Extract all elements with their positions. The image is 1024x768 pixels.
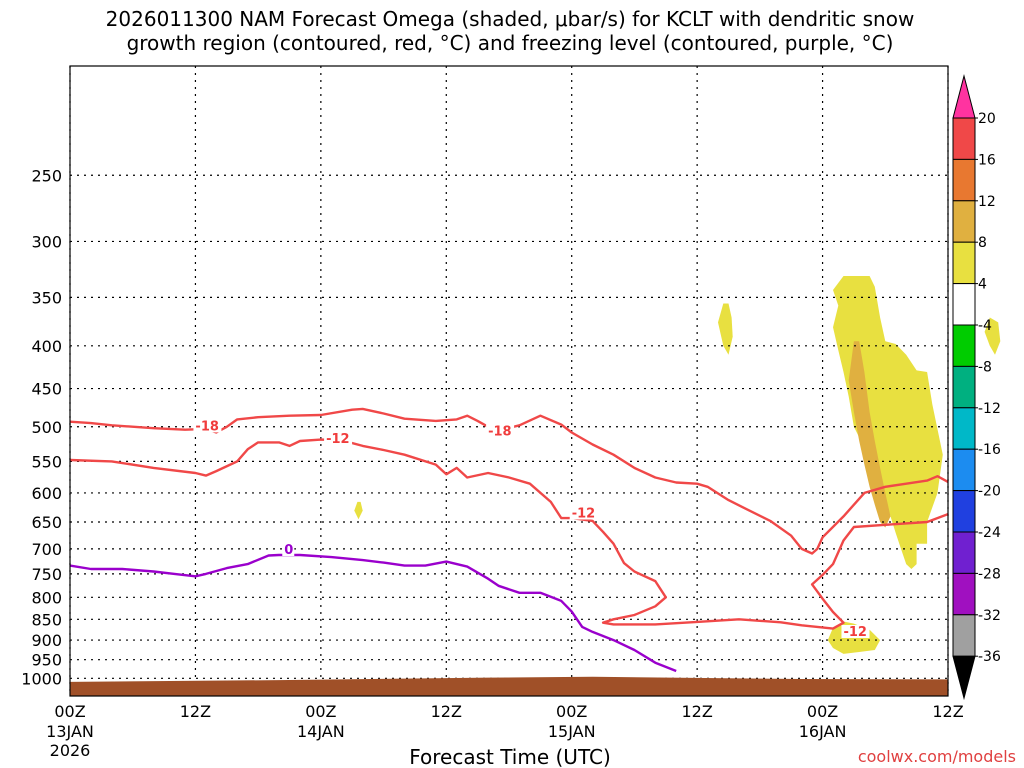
- colorbar-box: [952, 283, 976, 326]
- chart-title-line1: 2026011300 NAM Forecast Omega (shaded, μ…: [106, 7, 915, 31]
- colorbar-box: [952, 117, 976, 160]
- y-tick-label: 900: [31, 631, 62, 650]
- colorbar-label: 20: [978, 111, 996, 127]
- terrain: [70, 676, 948, 696]
- y-tick-label: 800: [31, 588, 62, 607]
- omega-shade-3: [984, 317, 1001, 355]
- plot-area: -18 -18 -12 -12 -12 0 250 300 350 400 450 500 550 600…: [21, 65, 1001, 760]
- y-tick-label: 300: [31, 232, 62, 251]
- x-tick-year: 2026: [50, 741, 91, 760]
- colorbar-label: -32: [978, 608, 1001, 624]
- colorbar-label: -20: [978, 484, 1001, 500]
- colorbar-box: [952, 324, 976, 367]
- contour-label-0: 0: [284, 543, 293, 558]
- contour-label--18: -18: [195, 419, 219, 434]
- contour--12: [69, 438, 949, 630]
- omega-shade-1: [848, 341, 891, 528]
- y-tick-label: 850: [31, 610, 62, 629]
- colorbar-box: [952, 200, 976, 243]
- colorbar-box: [952, 365, 976, 409]
- colorbar-top-arrow: [952, 74, 976, 119]
- x-tick-label: 00Z: [807, 702, 838, 721]
- contour-label--18: -18: [488, 424, 512, 439]
- colorbar-bottom-arrow: [952, 655, 976, 701]
- y-tick-label: 550: [31, 452, 62, 471]
- colorbar-box: [952, 241, 976, 285]
- x-tick-label: 00Z: [54, 702, 85, 721]
- contour-0: [69, 553, 677, 673]
- omega-shade-4: [354, 501, 363, 520]
- x-tick-label: 12Z: [681, 702, 712, 721]
- y-tick-label: 450: [31, 380, 62, 399]
- contour--18: [69, 407, 949, 555]
- contour-label--12: -12: [326, 432, 350, 447]
- colorbar-label: -16: [978, 442, 1001, 458]
- x-tick-date: 15JAN: [548, 722, 596, 741]
- contour-label--12: -12: [572, 506, 596, 521]
- colorbar-label: -28: [978, 566, 1001, 582]
- x-tick-date: 16JAN: [799, 722, 847, 741]
- colorbar-label: -12: [978, 401, 1001, 417]
- x-tick-label: 12Z: [932, 702, 963, 721]
- y-tick-label: 350: [31, 288, 62, 307]
- colorbar-box: [952, 490, 976, 533]
- chart-title-line2: growth region (contoured, red, °C) and f…: [127, 31, 894, 55]
- colorbar-box: [952, 572, 976, 616]
- x-axis-label: Forecast Time (UTC): [409, 745, 611, 768]
- colorbar-box: [952, 531, 976, 574]
- colorbar-label: -24: [978, 525, 1001, 541]
- y-tick-label: 400: [31, 337, 62, 356]
- colorbar-label: 8: [978, 235, 987, 251]
- colorbar-label: 4: [978, 277, 987, 293]
- colorbar-label: 16: [978, 152, 996, 168]
- colorbar-box: [952, 448, 976, 492]
- contour-label-bg: [193, 419, 222, 433]
- y-tick-label: 500: [31, 418, 62, 437]
- y-tick-label: 1000: [21, 669, 62, 688]
- contour-label-bg: [282, 543, 295, 557]
- credit-link[interactable]: coolwx.com/models: [858, 747, 1016, 766]
- x-tick-label: 12Z: [180, 702, 211, 721]
- y-tick-label: 750: [31, 565, 62, 584]
- y-tick-label: 950: [31, 651, 62, 670]
- colorbar-box: [952, 158, 976, 202]
- x-tick-date: 13JAN: [46, 722, 94, 741]
- y-tick-label: 650: [31, 513, 62, 532]
- contour-label--12: -12: [843, 625, 867, 640]
- colorbar-label: -36: [978, 649, 1001, 665]
- plot-frame: [69, 65, 949, 697]
- omega-shade-5: [718, 303, 733, 355]
- contour-label-bg: [569, 506, 598, 520]
- colorbar-box: [952, 614, 976, 657]
- colorbar-box: [952, 407, 976, 450]
- colorbar-label: -8: [978, 359, 992, 375]
- y-tick-label: 250: [31, 166, 62, 185]
- contour-label-bg: [486, 424, 515, 438]
- x-tick-label: 00Z: [305, 702, 336, 721]
- colorbar-label: -4: [978, 318, 992, 334]
- colorbar: 20 16 12 8 4 -4 -8 -12 -16 -20 -24 -28 -32 -36: [952, 74, 1001, 701]
- contour-label-bg: [841, 625, 870, 639]
- colorbar-label: 12: [978, 194, 996, 210]
- y-tick-label: 700: [31, 540, 62, 559]
- contour-label-bg: [324, 432, 353, 446]
- y-tick-label: 600: [31, 484, 62, 503]
- x-tick-label: 00Z: [556, 702, 587, 721]
- x-tick-label: 12Z: [431, 702, 462, 721]
- x-tick-date: 14JAN: [297, 722, 345, 741]
